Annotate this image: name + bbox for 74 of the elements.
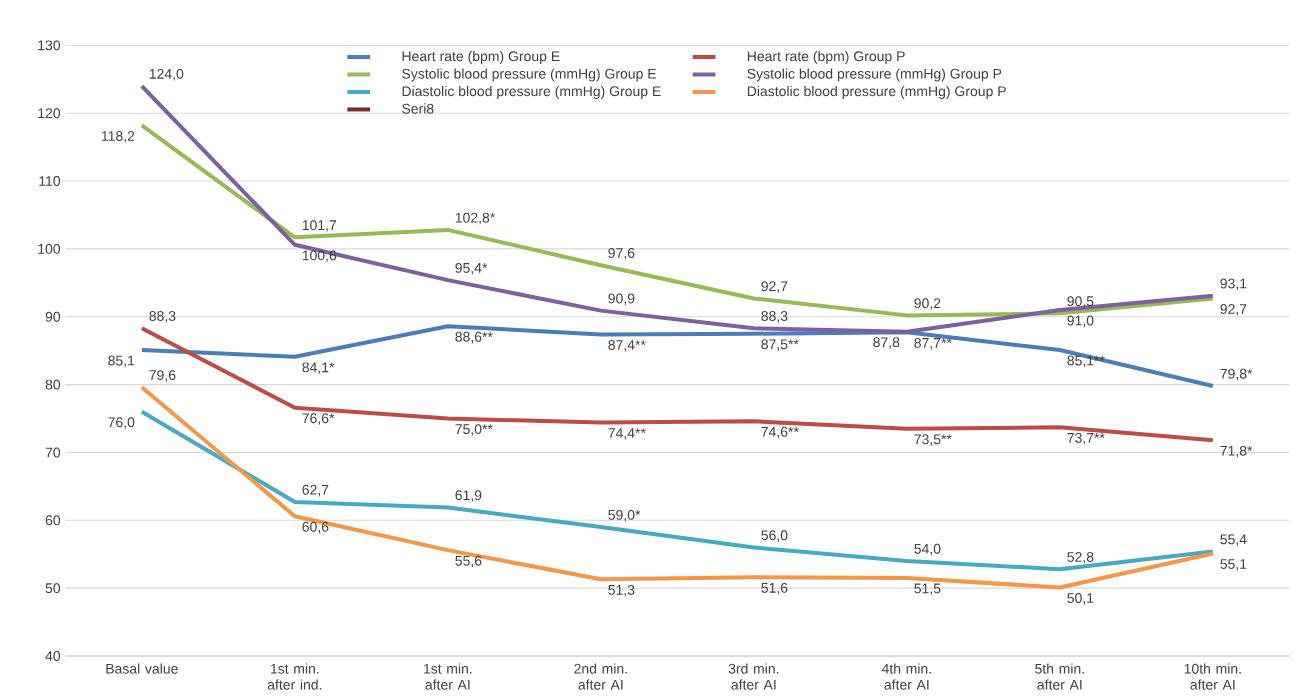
legend-label: Heart rate (bpm) Group P [747,50,905,64]
data-label: 62,7 [302,484,329,497]
x-tick-label: 1st min. after AI [424,663,472,690]
y-tick-label: 60 [45,515,61,526]
data-label: 55,1 [1220,559,1247,571]
data-label: 87,8 [873,337,900,349]
legend-label: Seri8 [402,103,434,114]
data-label: 88,6** [455,331,493,344]
data-label: 55,6 [455,555,482,568]
y-tick-label: 130 [38,40,61,51]
data-label: 124,0 [149,68,184,81]
legend-label: Heart rate (bpm) Group E [402,50,560,64]
legend-label: Diastolic blood pressure (mmHg) Group E [402,85,661,99]
data-label: 55,4 [1220,534,1247,546]
data-label: 52,8 [1067,551,1094,564]
data-label: 75,0** [455,424,493,436]
data-label: 91,0 [1067,315,1094,328]
y-tick-label: 100 [38,243,61,254]
data-label: 79,6 [149,370,176,382]
y-tick-label: 80 [45,379,61,390]
data-label: 59,0* [608,509,641,522]
data-label: 95,4* [455,262,488,275]
data-label: 87,5** [761,339,799,351]
data-label: 74,6** [761,426,799,439]
data-label: 50,1 [1067,593,1094,605]
data-label: 51,6 [761,582,788,595]
y-tick-label: 50 [45,583,61,594]
data-label: 90,9 [608,293,635,306]
data-label: 85,1 [108,355,135,368]
data-label: 76,0 [108,417,135,429]
y-tick-label: 70 [45,447,61,458]
x-tick-label: 1st min. after ind. [267,663,322,690]
data-label: 87,4** [608,339,646,352]
data-label: 74,4** [608,428,646,440]
data-label: 51,5 [914,583,941,595]
x-tick-label: 2nd min. after AI [574,663,627,690]
y-tick-label: 110 [39,176,61,187]
x-tick-label: 3rd min. after AI [728,663,779,690]
data-label: 71,8* [1220,445,1253,458]
data-label: 92,7 [1220,304,1247,316]
legend-label: Systolic blood pressure (mmHg) Group E [402,68,657,82]
data-label: 90,2 [914,298,941,310]
data-label: 87,7** [914,337,952,350]
data-label: 73,7** [1067,432,1105,445]
y-tick-label: 120 [38,108,61,119]
data-label: 93,1 [1220,278,1247,291]
data-label: 60,6 [302,521,329,534]
data-label: 73,5** [914,434,952,446]
data-label: 97,6 [608,248,635,260]
data-label: 56,0 [761,530,788,542]
data-label: 88,3 [761,311,788,323]
data-label: 90,5 [1067,296,1094,308]
data-label: 51,3 [608,584,635,597]
x-tick-label: 10th min. after AI [1184,663,1241,690]
y-tick-label: 40 [45,651,61,661]
data-label: 61,9 [455,490,482,502]
data-label: 118,2 [101,131,135,143]
data-label: 102,8* [455,212,496,225]
y-tick-label: 90 [45,311,61,322]
data-label: 84,1* [302,362,335,374]
x-tick-label: 5th min. after AI [1035,663,1084,690]
data-label: 88,3 [149,311,176,323]
data-label: 54,0 [914,543,941,556]
x-tick-label: 4th min. after AI [881,663,931,690]
data-label: 92,7 [761,281,788,293]
data-label: 101,7 [302,220,337,232]
data-label: 76,6* [302,413,335,425]
data-label: 85,1** [1067,355,1105,368]
line-series [139,409,1215,572]
legend-label: Systolic blood pressure (mmHg) Group P [747,68,1002,82]
data-label: 79,8* [1220,368,1253,381]
legend-label: Diastolic blood pressure (mmHg) Group P [747,85,1006,99]
x-tick-label: Basal value [106,663,178,674]
data-label: 100,6 [302,250,337,262]
